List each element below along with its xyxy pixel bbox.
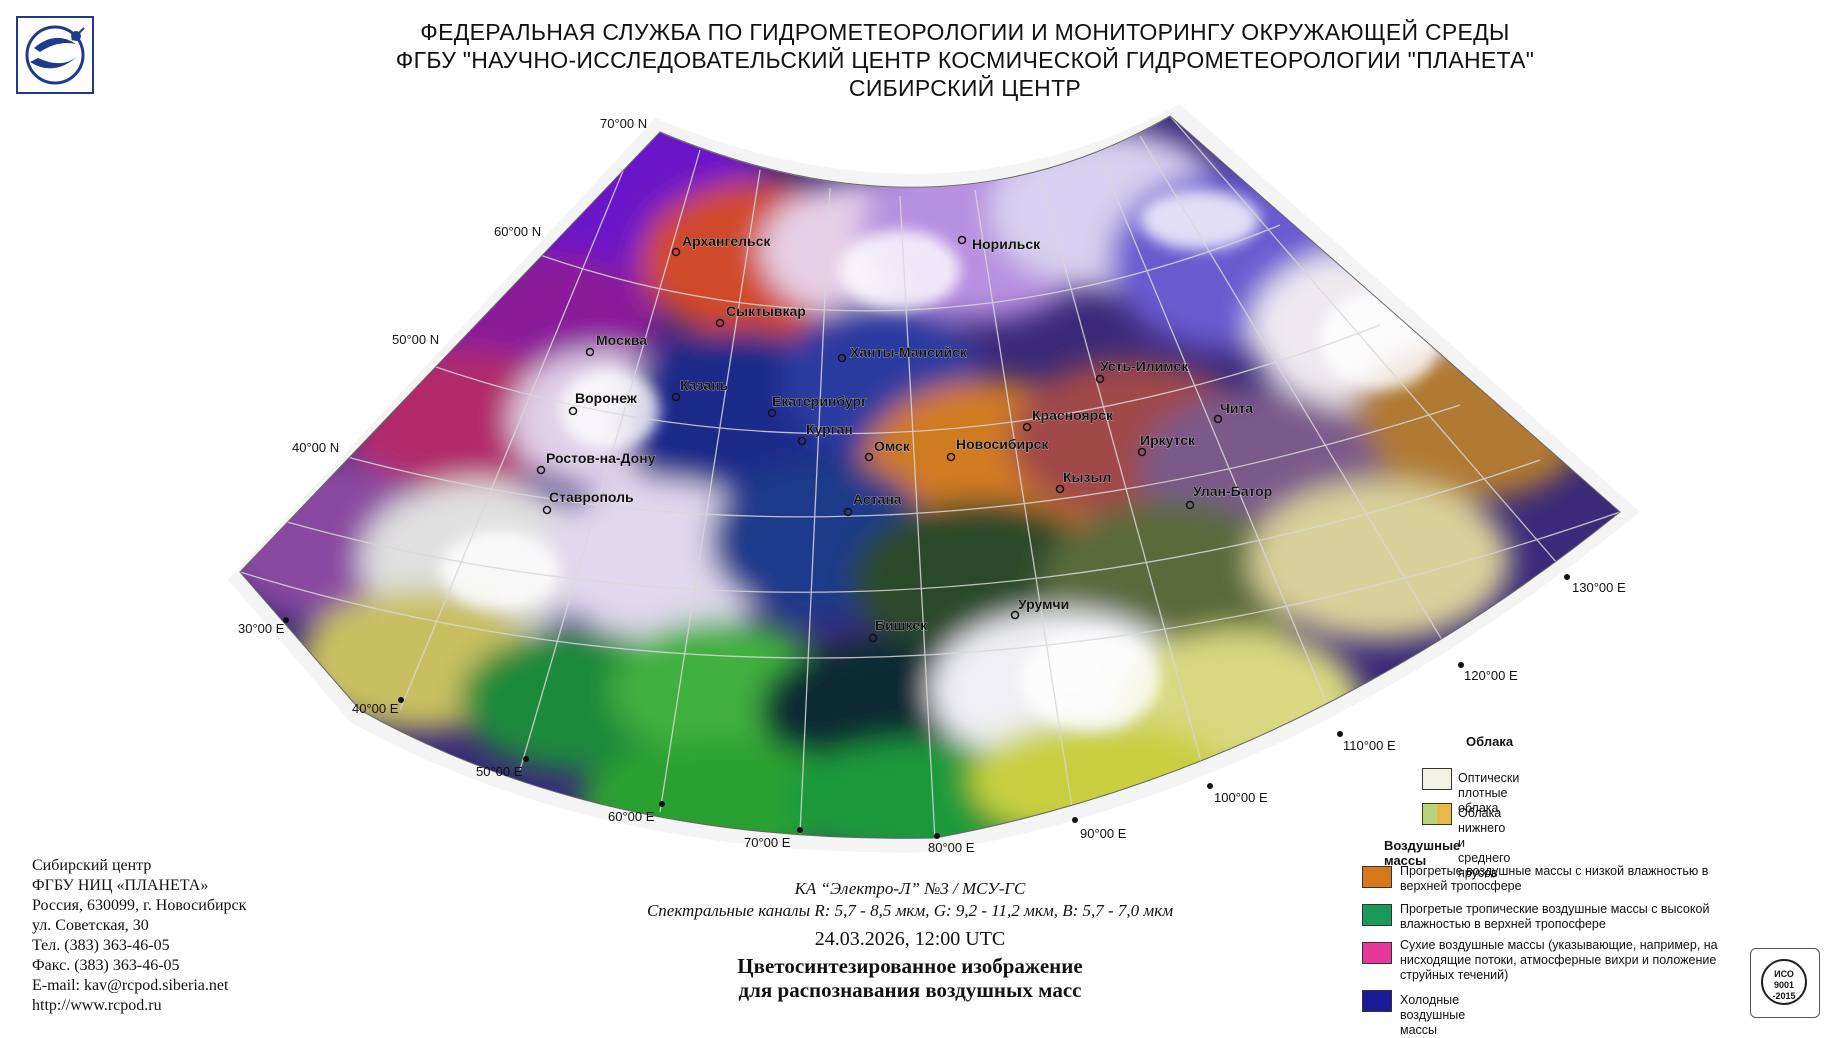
lon-label-50: 50°00 E <box>476 764 523 779</box>
legend-swatch-dry <box>1362 942 1392 964</box>
address-website[interactable]: http://www.rcpod.ru <box>32 997 162 1014</box>
city-syktyvkar: Сыктывкар <box>726 303 806 319</box>
city-voronezh: Воронеж <box>575 390 638 406</box>
city-ust-ilimsk: Усть-Илимск <box>1100 358 1189 374</box>
legend-low-mid-clouds: Облака нижнего и среднего ярусов <box>1458 806 1511 880</box>
caption-channels: Спектральные каналы R: 5,7 - 8,5 мкм, G:… <box>646 901 1174 920</box>
legend-air-title: Воздушные массы <box>1384 838 1461 868</box>
city-chita: Чита <box>1220 400 1253 416</box>
lon-label-60: 60°00 E <box>608 809 655 824</box>
address-fax: Факс. (383) 363-46-05 <box>32 957 180 974</box>
map-outline <box>239 115 1621 839</box>
city-novosibirsk: Новосибирск <box>956 436 1049 452</box>
legend-dry: Сухие воздушные массы (указывающие, напр… <box>1400 938 1718 982</box>
city-yekaterinburg: Екатеринбург <box>772 393 867 409</box>
lon-label-110: 110°00 E <box>1343 738 1396 753</box>
iso-text: ИСО 9001 -2015 <box>1761 959 1807 1005</box>
address-line-1: Сибирский центр <box>32 857 152 874</box>
legend-swatch-dense-clouds <box>1422 768 1452 790</box>
city-arkhangelsk: Архангельск <box>682 233 771 249</box>
header-line-2: ФГБУ "НАУЧНО-ИССЛЕДОВАТЕЛЬСКИЙ ЦЕНТР КОС… <box>395 47 1535 73</box>
lon-label-80: 80°00 E <box>928 840 975 855</box>
address-phone: Тел. (383) 363-46-05 <box>32 937 170 954</box>
lon-label-130: 130°00 E <box>1572 580 1626 595</box>
city-moscow: Москва <box>596 332 647 348</box>
lon-label-120: 120°00 E <box>1464 668 1518 683</box>
header-line-3: СИБИРСКИЙ ЦЕНТР <box>848 75 1082 101</box>
city-kyzyl: Кызыл <box>1063 469 1111 485</box>
header: ФЕДЕРАЛЬНАЯ СЛУЖБА ПО ГИДРОМЕТЕОРОЛОГИИ … <box>0 18 1840 102</box>
city-kazan: Казань <box>680 377 729 393</box>
city-khanty-mansiysk: Ханты-Мансийск <box>850 344 968 360</box>
address-line-2: ФГБУ НИЦ «ПЛАНЕТА» <box>32 877 209 894</box>
legend-swatch-warm-tropical <box>1362 904 1392 926</box>
lat-label-40: 40°00 N <box>292 440 339 455</box>
city-kurgan: Курган <box>806 421 853 437</box>
city-astana: Астана <box>853 491 902 507</box>
address-line-3: Россия, 630099, г. Новосибирск <box>32 897 247 914</box>
header-line-1: ФЕДЕРАЛЬНАЯ СЛУЖБА ПО ГИДРОМЕТЕОРОЛОГИИ … <box>420 19 1510 45</box>
city-norilsk: Норильск <box>972 236 1041 252</box>
legend-swatch-warm-low <box>1362 866 1392 888</box>
legend-swatch-low-mid-clouds <box>1422 803 1452 825</box>
city-urumqi: Урумчи <box>1018 596 1069 612</box>
address-email[interactable]: E-mail: kav@rcpod.siberia.net <box>32 977 229 994</box>
caption-datetime: 24.03.2026, 12:00 UTC <box>814 928 1006 950</box>
lon-label-90: 90°00 E <box>1080 826 1127 841</box>
lon-label-40: 40°00 E <box>352 701 399 716</box>
city-stavropol: Ставрополь <box>549 489 634 505</box>
graticule <box>240 116 1620 839</box>
city-ulaanbaatar: Улан-Батор <box>1193 483 1272 499</box>
image-caption: КА “Электро-Л” №3 / МСУ-ГС Спектральные … <box>560 878 1260 1002</box>
caption-satellite: КА “Электро-Л” №3 / МСУ-ГС <box>794 879 1026 898</box>
lat-label-60: 60°00 N <box>494 224 541 239</box>
lon-label-30: 30°00 E <box>238 621 285 636</box>
contact-address: Сибирский центр ФГБУ НИЦ «ПЛАНЕТА» Росси… <box>32 856 246 1016</box>
legend-dense-clouds: Оптически плотные облака <box>1458 771 1520 815</box>
address-line-4: ул. Советская, 30 <box>32 917 149 934</box>
city-bishkek: Бишкек <box>875 617 928 633</box>
city-krasnoyarsk: Красноярск <box>1032 407 1114 423</box>
legend-swatch-cold <box>1362 990 1392 1012</box>
planeta-logo <box>16 16 94 94</box>
legend-clouds-title: Облака <box>1466 734 1514 749</box>
city-rostov-on-don: Ростов-на-Дону <box>546 450 656 466</box>
city-omsk: Омск <box>874 438 911 454</box>
city-irkutsk: Иркутск <box>1140 432 1196 448</box>
lat-label-70: 70°00 N <box>600 116 647 131</box>
legend-cold: Холодные воздушные массы <box>1400 993 1466 1037</box>
lon-label-100: 100°00 E <box>1214 790 1268 805</box>
legend-warm-low: Прогретые воздушные массы с низкой влажн… <box>1400 864 1709 893</box>
lat-label-50: 50°00 N <box>392 332 439 347</box>
iso-certificate-badge: ИСО 9001 -2015 <box>1750 948 1820 1018</box>
lon-label-70: 70°00 E <box>744 835 791 850</box>
caption-title-1: Цветосинтезированное изображение <box>737 954 1083 978</box>
caption-title-2: для распознавания воздушных масс <box>738 978 1082 1002</box>
legend-warm-tropical: Прогретые тропичеcкие воздушные массы с … <box>1400 902 1710 931</box>
